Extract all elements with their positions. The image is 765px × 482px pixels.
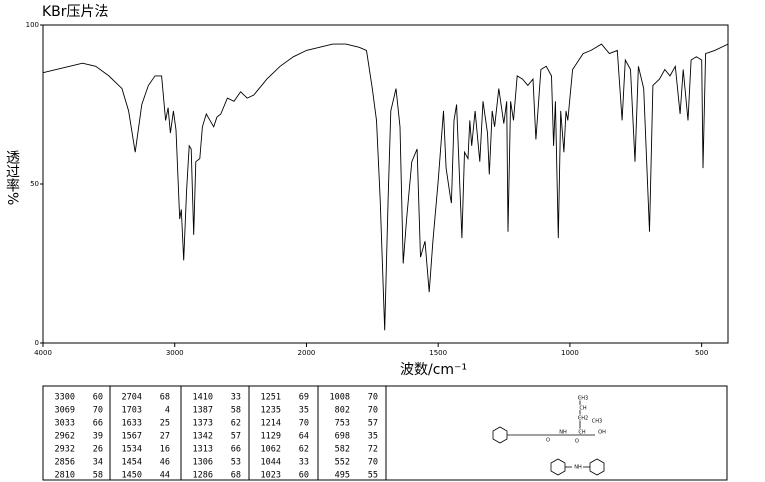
peak-wavenumber: 1313 xyxy=(193,445,213,455)
y-tick-label: 0 xyxy=(35,339,39,347)
peak-transmittance: 57 xyxy=(368,419,378,429)
x-tick-label: 4000 xyxy=(34,349,52,357)
peak-wavenumber: 1387 xyxy=(193,406,213,416)
peak-wavenumber: 1044 xyxy=(261,458,281,468)
peak-transmittance: 33 xyxy=(299,458,309,468)
peak-wavenumber: 1214 xyxy=(261,419,281,429)
spectrum-line xyxy=(42,43,729,331)
peak-transmittance: 70 xyxy=(368,406,378,416)
peak-transmittance: 35 xyxy=(368,432,378,442)
peak-transmittance: 34 xyxy=(93,458,103,468)
peak-wavenumber: 2962 xyxy=(55,432,75,442)
x-tick-label: 500 xyxy=(695,349,708,357)
peak-transmittance: 70 xyxy=(368,393,378,403)
peak-transmittance: 64 xyxy=(299,432,309,442)
peak-transmittance: 46 xyxy=(160,458,170,468)
x-tick-label: 3000 xyxy=(166,349,184,357)
peak-wavenumber: 2932 xyxy=(55,445,75,455)
peak-transmittance: 69 xyxy=(299,393,309,403)
structure-label: CH3 xyxy=(592,419,602,425)
peak-transmittance: 66 xyxy=(231,445,241,455)
structure-label: O xyxy=(575,439,579,445)
peak-wavenumber: 1008 xyxy=(330,393,350,403)
peak-wavenumber: 2856 xyxy=(55,458,75,468)
structure-label: CH xyxy=(578,430,585,436)
peak-wavenumber: 1450 xyxy=(122,471,142,481)
peak-transmittance: 72 xyxy=(368,445,378,455)
peak-transmittance: 27 xyxy=(160,432,170,442)
peak-wavenumber: 1129 xyxy=(261,432,281,442)
x-tick-label: 2000 xyxy=(298,349,316,357)
peak-transmittance: 68 xyxy=(231,471,241,481)
peak-wavenumber: 1633 xyxy=(122,419,142,429)
peak-transmittance: 16 xyxy=(160,445,170,455)
peak-wavenumber: 753 xyxy=(335,419,350,429)
x-tick-label: 1000 xyxy=(561,349,579,357)
peak-wavenumber: 1062 xyxy=(261,445,281,455)
structure-label: CH2 xyxy=(578,416,588,422)
peak-wavenumber: 1251 xyxy=(261,393,281,403)
peak-transmittance: 26 xyxy=(93,445,103,455)
peak-wavenumber: 495 xyxy=(335,471,350,481)
x-axis-label: 波数/cm⁻¹ xyxy=(400,362,467,378)
peak-transmittance: 35 xyxy=(299,406,309,416)
peak-transmittance: 57 xyxy=(231,432,241,442)
structure-label: O xyxy=(546,438,550,444)
peak-transmittance: 60 xyxy=(93,393,103,403)
peak-wavenumber: 1454 xyxy=(122,458,142,468)
peak-wavenumber: 1703 xyxy=(122,406,142,416)
peak-transmittance: 44 xyxy=(160,471,170,481)
peak-wavenumber: 1373 xyxy=(193,419,213,429)
peak-wavenumber: 2704 xyxy=(122,393,142,403)
peak-transmittance: 62 xyxy=(299,445,309,455)
peak-wavenumber: 1235 xyxy=(261,406,281,416)
peak-wavenumber: 3033 xyxy=(55,419,75,429)
structure-label: NH xyxy=(559,430,567,436)
peak-wavenumber: 698 xyxy=(335,432,350,442)
peak-transmittance: 4 xyxy=(165,406,170,416)
peak-wavenumber: 1534 xyxy=(122,445,142,455)
peak-wavenumber: 1306 xyxy=(193,458,213,468)
peak-transmittance: 53 xyxy=(231,458,241,468)
peak-transmittance: 25 xyxy=(160,419,170,429)
peak-wavenumber: 3069 xyxy=(55,406,75,416)
peak-transmittance: 68 xyxy=(160,393,170,403)
peak-transmittance: 70 xyxy=(299,419,309,429)
peak-wavenumber: 2810 xyxy=(55,471,75,481)
peak-wavenumber: 552 xyxy=(335,458,350,468)
peak-transmittance: 58 xyxy=(93,471,103,481)
peak-transmittance: 66 xyxy=(93,419,103,429)
peak-transmittance: 70 xyxy=(93,406,103,416)
peak-wavenumber: 1286 xyxy=(193,471,213,481)
peak-transmittance: 70 xyxy=(368,458,378,468)
y-axis-label: 透过率% xyxy=(4,150,20,205)
peak-table-frame xyxy=(42,385,728,481)
peak-transmittance: 39 xyxy=(93,432,103,442)
structure-label: NH xyxy=(574,465,582,471)
peak-transmittance: 58 xyxy=(231,406,241,416)
y-tick-label: 50 xyxy=(30,180,39,188)
peak-transmittance: 62 xyxy=(231,419,241,429)
peak-transmittance: 55 xyxy=(368,471,378,481)
peak-transmittance: 60 xyxy=(299,471,309,481)
peak-transmittance: 33 xyxy=(231,393,241,403)
structure-label: OH xyxy=(598,430,606,436)
peak-wavenumber: 1410 xyxy=(193,393,213,403)
structure-drawing xyxy=(492,396,605,476)
chart-title: KBr压片法 xyxy=(42,4,109,20)
peak-wavenumber: 3300 xyxy=(55,393,75,403)
structure-label: CH3 xyxy=(578,396,588,402)
structure-label: CH xyxy=(579,406,586,412)
peak-wavenumber: 802 xyxy=(335,406,350,416)
peak-wavenumber: 1342 xyxy=(193,432,213,442)
peak-wavenumber: 1023 xyxy=(261,471,281,481)
peak-wavenumber: 582 xyxy=(335,445,350,455)
y-tick-label: 100 xyxy=(26,21,39,29)
peak-wavenumber: 1567 xyxy=(122,432,142,442)
x-tick-label: 1500 xyxy=(429,349,447,357)
